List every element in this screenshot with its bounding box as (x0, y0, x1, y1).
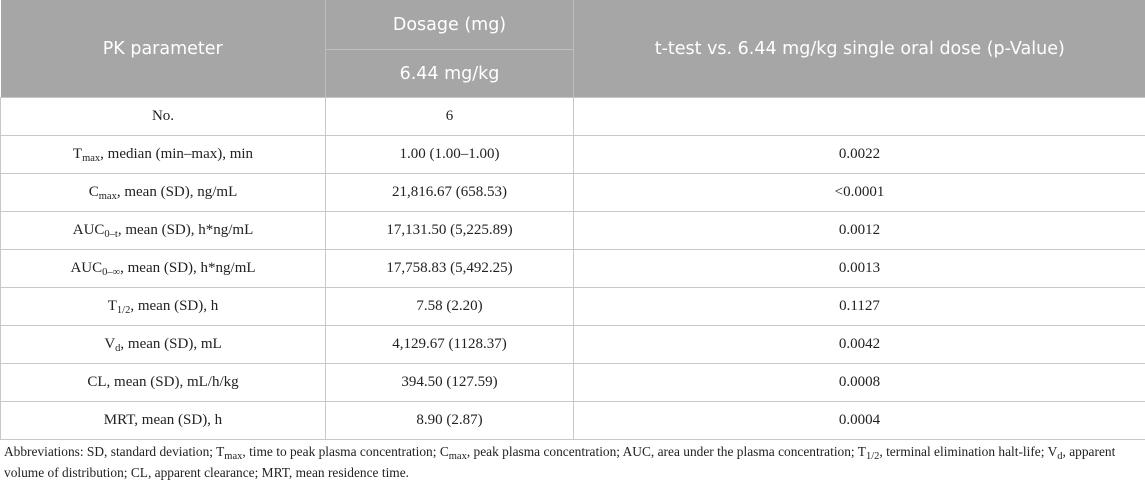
dosage-cell: 6 (325, 97, 574, 136)
pvalue-cell: 0.1127 (573, 287, 1145, 326)
param-cell: Vd, mean (SD), mL (0, 325, 326, 364)
pvalue-cell: <0.0001 (573, 173, 1145, 212)
dosage-cell: 7.58 (2.20) (325, 287, 574, 326)
param-cell: AUC0–∞, mean (SD), h*ng/mL (0, 249, 326, 288)
pvalue-cell: 0.0008 (573, 363, 1145, 402)
pvalue-cell: 0.0013 (573, 249, 1145, 288)
table-row: AUC0–t, mean (SD), h*ng/mL 17,131.50 (5,… (0, 211, 1145, 250)
param-cell: Tmax, median (min–max), min (0, 135, 326, 174)
dosage-cell: 1.00 (1.00–1.00) (325, 135, 574, 174)
dosage-cell: 21,816.67 (658.53) (325, 173, 574, 212)
table-row: Cmax, mean (SD), ng/mL 21,816.67 (658.53… (0, 173, 1145, 212)
pvalue-cell: 0.0022 (573, 135, 1145, 174)
table-row: No. 6 (0, 97, 1145, 136)
param-cell: T1/2, mean (SD), h (0, 287, 326, 326)
table-row: Vd, mean (SD), mL 4,129.67 (1128.37) 0.0… (0, 325, 1145, 364)
dosage-cell: 394.50 (127.59) (325, 363, 574, 402)
dosage-cell: 17,758.83 (5,492.25) (325, 249, 574, 288)
table-body: No. 6 Tmax, median (min–max), min 1.00 (… (0, 97, 1145, 440)
param-cell: No. (0, 97, 326, 136)
table-row: CL, mean (SD), mL/h/kg 394.50 (127.59) 0… (0, 363, 1145, 402)
table-header: PK parameter Dosage (mg) t-test vs. 6.44… (0, 0, 1145, 98)
pvalue-cell: 0.0012 (573, 211, 1145, 250)
param-cell: CL, mean (SD), mL/h/kg (0, 363, 326, 402)
header-dosage: Dosage (mg) (325, 0, 574, 50)
param-cell: AUC0–t, mean (SD), h*ng/mL (0, 211, 326, 250)
header-pk-parameter: PK parameter (0, 0, 326, 98)
table-row: Tmax, median (min–max), min 1.00 (1.00–1… (0, 135, 1145, 174)
pvalue-cell: 0.0004 (573, 401, 1145, 440)
header-ttest: t-test vs. 6.44 mg/kg single oral dose (… (573, 0, 1145, 98)
pvalue-cell: 0.0042 (573, 325, 1145, 364)
table-row: AUC0–∞, mean (SD), h*ng/mL 17,758.83 (5,… (0, 249, 1145, 288)
dosage-cell: 4,129.67 (1128.37) (325, 325, 574, 364)
dosage-cell: 8.90 (2.87) (325, 401, 574, 440)
header-dosage-sub: 6.44 mg/kg (325, 49, 574, 98)
pk-parameter-table: PK parameter Dosage (mg) t-test vs. 6.44… (0, 0, 1145, 440)
table-row: MRT, mean (SD), h 8.90 (2.87) 0.0004 (0, 401, 1145, 440)
param-cell: Cmax, mean (SD), ng/mL (0, 173, 326, 212)
param-cell: MRT, mean (SD), h (0, 401, 326, 440)
abbreviations-footnote: Abbreviations: SD, standard deviation; T… (4, 444, 1116, 480)
table-row: T1/2, mean (SD), h 7.58 (2.20) 0.1127 (0, 287, 1145, 326)
dosage-cell: 17,131.50 (5,225.89) (325, 211, 574, 250)
pvalue-cell (573, 97, 1145, 136)
